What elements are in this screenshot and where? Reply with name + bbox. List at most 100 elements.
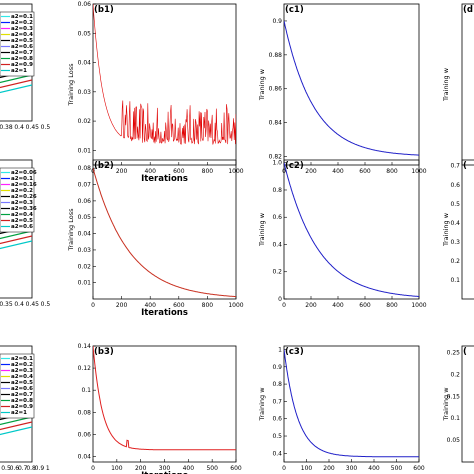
x-tick-label: 0 [282,465,286,472]
x-tick-label: 0.4 [14,301,24,308]
y-tick-label: 0.8 [272,187,282,194]
panel-tag: ( [463,161,467,171]
y-tick-label: 0.4 [272,450,282,457]
y-tick-label: 0.4 [450,220,460,227]
x-axis-label: Iterations [141,308,188,318]
y-tick-label: 0.88 [269,52,283,59]
y-tick-label: 0.04 [78,453,92,460]
series-line [0,74,32,84]
plot-frame [283,345,420,463]
x-tick-label: 600 [359,302,371,309]
x-tick-label: 800 [202,302,214,309]
x-tick-label: 400 [144,302,156,309]
y-tick-label: 0 [278,296,282,303]
x-tick-label: 0.7 [18,465,28,472]
y-tick-label: 1 [278,346,282,353]
x-tick-label: 200 [116,302,128,309]
legend-entry: a2=0.6 [11,44,33,50]
legend-entry: a2=0.7 [11,392,33,398]
plot-frame [461,159,474,300]
series-line [284,162,419,297]
x-tick-label: 600 [359,168,371,175]
legend-entry: a2=0.5 [11,380,33,386]
legend-entry: a2=0.2 [11,362,33,368]
panel-tag: (b3) [94,347,114,357]
x-tick-label: 600 [230,465,242,472]
x-tick-label: 0.35 [0,301,13,308]
legend-entry: a2=0.6 [11,224,33,230]
y-tick-label: 0.5 [450,201,460,208]
legend-entry: a2=0.9 [11,404,33,410]
panel-d3: (Training w 0.05 0.1 0.15 0.2 0.25 [442,345,474,463]
x-tick-label: 600 [173,302,185,309]
x-tick-label: 200 [323,465,335,472]
x-tick-label: 800 [386,302,398,309]
y-tick-label: 0.04 [78,231,92,238]
panel-tag: (c3) [285,347,304,357]
plot-frame [92,3,237,166]
x-tick-label: 400 [332,168,344,175]
legend-entry: a2=0.1 [11,14,33,20]
series-line [0,230,32,240]
panel-b2: 0 200 400 600 800 1000 0.01 0.02 0.03 0.04 0.05 0.0… [67,159,244,318]
panel-b1: 0 200 400 600 800 10000.010.020.030.040.050.0… [67,1,244,184]
x-tick-label: 0.4 [14,124,24,131]
series-line [93,4,236,145]
series-line [0,84,32,94]
series-line [0,421,32,431]
y-axis-label: Traning w [258,68,266,101]
y-tick-label: 0.6 [272,214,282,221]
plot-frame [92,159,237,300]
x-tick-label: 100 [301,465,313,472]
y-tick-label: 0.5 [272,433,282,440]
legend-entry: a2=0.7 [11,50,33,56]
x-tick-label: 400 [144,168,156,175]
y-axis-label: Training Loss [67,63,75,107]
x-tick-label: 500 [391,465,403,472]
x-tick-label: 200 [135,465,147,472]
y-tick-label: 0.7 [450,163,460,170]
x-tick-label: 0.38 [0,124,13,131]
legend-entry: a2=0.3 [11,26,33,32]
legend-entry: a2=0.3 [11,368,33,374]
x-tick-label: 0 [91,465,95,472]
legend-entry: a2=0.16 [11,182,37,188]
series-line [284,20,419,156]
y-tick-label: 1.0 [272,160,282,167]
y-tick-label: 0.14 [78,343,92,350]
legend-entry: a2=0.4 [11,212,33,218]
y-axis-label: Training Loss [67,208,75,252]
x-tick-label: 300 [346,465,358,472]
legend-entry: a2=0.8 [11,398,33,404]
x-tick-label: 400 [368,465,380,472]
y-tick-label: 0.15 [447,393,461,400]
y-tick-label: 0.3 [450,239,460,246]
y-tick-label: 0.01 [78,147,92,154]
plot-frame [461,3,474,166]
x-tick-label: 600 [173,168,185,175]
y-tick-label: 0.6 [450,182,460,189]
y-tick-label: 0.12 [78,365,92,372]
series-line [93,168,236,298]
x-axis-label: Iterations [141,174,188,184]
series-line [0,240,32,250]
x-tick-label: 800 [202,168,214,175]
legend-entry: a2=0.26 [11,194,37,200]
panel-d2: (Training w 0.1 0.2 0.3 0.4 0.5 0.6 0.7 [442,159,474,300]
plot-frame [92,345,237,463]
x-tick-label: 1000 [228,302,243,309]
legend-entry: a2=1 [11,410,27,416]
y-tick-label: 0.1 [450,277,460,284]
y-tick-label: 0.08 [78,409,92,416]
panel-tag: (b2) [94,161,114,171]
y-tick-label: 0.03 [78,89,92,96]
x-tick-label: 200 [305,302,317,309]
y-tick-label: 0.04 [78,60,92,67]
x-tick-label: 0.5 [1,465,11,472]
y-tick-label: 0.25 [447,350,461,357]
legend-entry: a2=0.9 [11,62,33,68]
legend: a2=0.06a2=0.1a2=0.16a2=0.2a2=0.26a2=0.3a… [0,167,37,233]
y-tick-label: 0.84 [269,120,283,127]
y-axis-label: Training w [442,387,450,422]
